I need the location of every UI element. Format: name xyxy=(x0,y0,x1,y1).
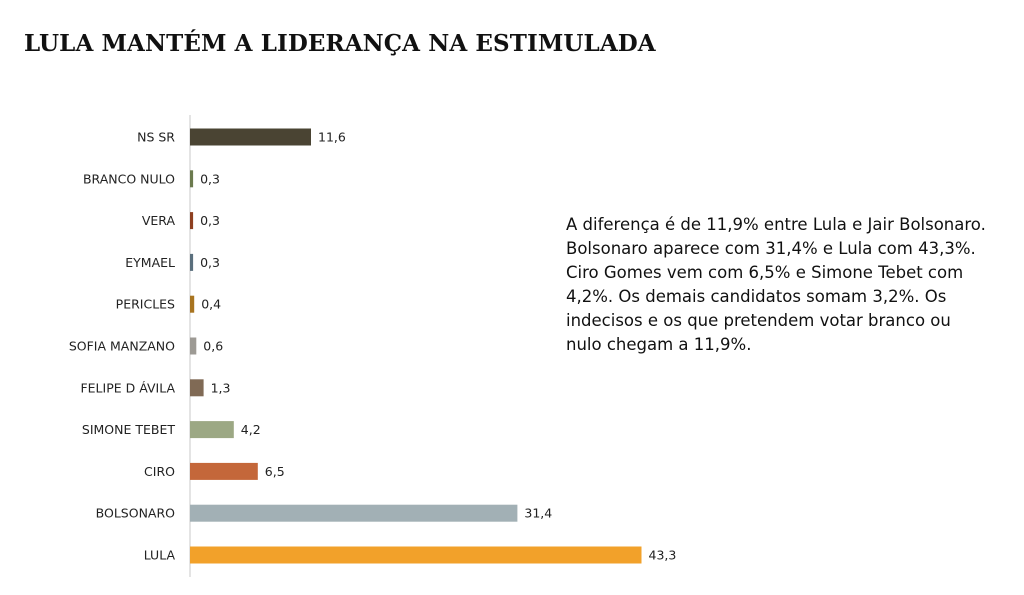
value-label: 11,6 xyxy=(318,130,346,145)
bar-branco-nulo xyxy=(190,170,194,188)
bar-ciro xyxy=(190,462,258,480)
bar-felipe-d-vila xyxy=(190,379,204,397)
value-label: 4,2 xyxy=(241,422,261,437)
bar-simone-tebet xyxy=(190,421,234,439)
bar-lula xyxy=(190,546,642,564)
value-label: 0,6 xyxy=(203,339,223,354)
category-label: VERA xyxy=(142,213,176,228)
category-label: EYMAEL xyxy=(125,255,175,270)
bar-bolsonaro xyxy=(190,504,518,522)
category-label: BOLSONARO xyxy=(96,506,176,521)
bar-sofia-manzano xyxy=(190,337,197,355)
chart-title: LULA MANTÉM A LIDERANÇA NA ESTIMULADA xyxy=(24,30,656,57)
bar-ns-sr xyxy=(190,128,311,146)
bar-pericles xyxy=(190,295,195,313)
value-label: 0,3 xyxy=(200,171,220,186)
bar-eymael xyxy=(190,253,194,271)
value-label: 0,3 xyxy=(200,213,220,228)
bar-vera xyxy=(190,212,194,230)
value-label: 1,3 xyxy=(211,380,231,395)
category-label: CIRO xyxy=(144,464,175,479)
category-label: BRANCO NULO xyxy=(83,171,175,186)
value-label: 31,4 xyxy=(524,506,552,521)
category-label: SOFIA MANZANO xyxy=(69,339,175,354)
category-label: FELIPE D ÁVILA xyxy=(80,380,175,395)
value-label: 6,5 xyxy=(265,464,285,479)
category-label: SIMONE TEBET xyxy=(82,422,175,437)
commentary-text: A diferença é de 11,9% entre Lula e Jair… xyxy=(566,215,986,354)
value-label: 0,4 xyxy=(201,297,221,312)
category-label: PERICLES xyxy=(116,297,175,312)
category-label: NS SR xyxy=(137,130,175,145)
value-label: 0,3 xyxy=(200,255,220,270)
value-label: 43,3 xyxy=(649,548,677,563)
category-label: LULA xyxy=(144,548,176,563)
